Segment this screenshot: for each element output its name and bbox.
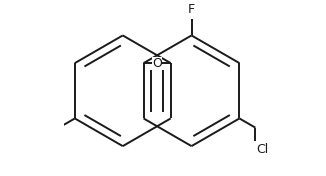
Text: Cl: Cl	[256, 143, 269, 156]
Text: O: O	[152, 57, 162, 70]
Text: F: F	[188, 3, 195, 16]
